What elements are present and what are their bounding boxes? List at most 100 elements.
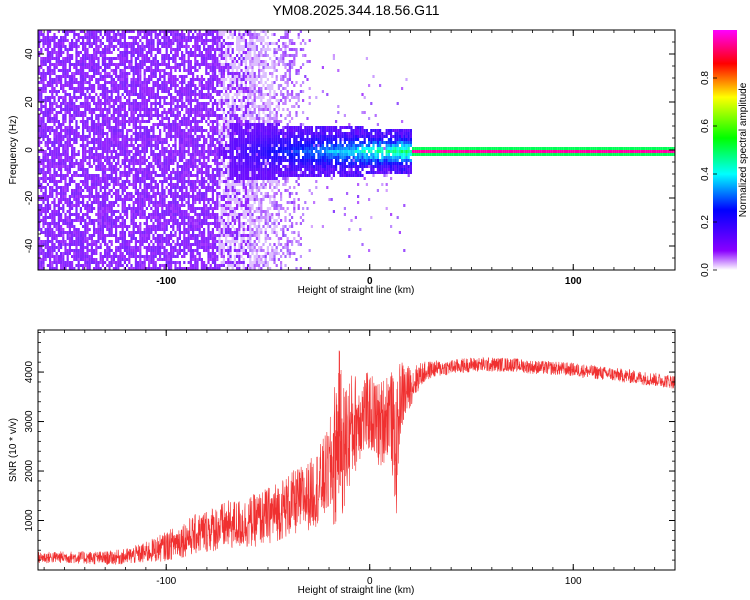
spectrogram-cell <box>137 201 140 204</box>
spectrogram-cell <box>167 57 170 60</box>
spectrogram-cell <box>200 237 203 240</box>
spectrogram-cell <box>200 210 203 213</box>
spectrogram-cell <box>176 255 179 258</box>
spectrogram-cell <box>192 267 195 270</box>
spectrogram-cell <box>86 90 89 93</box>
spectrogram-cell <box>90 120 93 123</box>
spectrogram-cell <box>93 123 96 126</box>
spectrogram-cell <box>189 135 192 138</box>
spectrogram-cell <box>189 225 192 228</box>
spectrogram-cell <box>163 264 166 267</box>
spectrogram-cell <box>57 153 60 156</box>
spectrogram-cell <box>152 225 155 228</box>
spectrogram-cell <box>185 105 188 108</box>
spectrogram-cell <box>46 183 49 186</box>
spectrogram-cell <box>176 111 179 114</box>
spectrogram-cell <box>42 105 45 108</box>
spectrogram-cell <box>185 111 188 114</box>
spectrogram-cell <box>44 39 47 42</box>
spectrogram-cell <box>165 156 168 159</box>
spectrogram-cell <box>46 249 49 252</box>
spectrogram-cell <box>51 156 54 159</box>
spectrogram-cell <box>126 141 129 144</box>
spectrogram-cell <box>110 210 113 213</box>
spectrogram-cell <box>88 111 91 114</box>
spectrogram-cell <box>132 123 135 126</box>
spectrogram-cell <box>38 69 41 72</box>
spectrogram-cell <box>176 162 179 165</box>
spectrogram-cell <box>145 222 148 225</box>
spectrogram-cell <box>139 30 142 33</box>
spectrogram-cell <box>126 111 129 114</box>
spectrogram-cell <box>170 180 173 183</box>
spectrogram-cell <box>145 105 148 108</box>
spectrogram-cell <box>40 177 43 180</box>
spectrogram-cell <box>145 234 148 237</box>
spectrogram-cell <box>170 156 173 159</box>
spectrogram-cell <box>57 162 60 165</box>
spectrogram-cell <box>194 201 197 204</box>
spectrogram-cell <box>170 39 173 42</box>
spectrogram-cell <box>115 99 118 102</box>
spectrogram-cell <box>214 156 217 159</box>
spectrogram-cell <box>187 192 190 195</box>
spectrogram-cell <box>218 192 221 195</box>
spectrogram-cell <box>174 249 177 252</box>
spectrogram-cell <box>126 42 129 45</box>
spectrogram-cell <box>53 210 56 213</box>
spectrogram-cell <box>42 174 45 177</box>
spectrogram-cell <box>101 264 104 267</box>
spectrogram-cell <box>185 141 188 144</box>
spectrogram-cell <box>55 240 58 243</box>
spectrogram-cell <box>115 75 118 78</box>
spectrogram-cell <box>53 267 56 270</box>
spectrogram-cell <box>75 33 78 36</box>
spectrogram-cell <box>172 96 175 99</box>
spectrogram-cell <box>185 186 188 189</box>
spectrogram-cell <box>132 165 135 168</box>
spectrogram-cell <box>62 177 65 180</box>
spectrogram-cell <box>82 132 85 135</box>
spectrogram-cell <box>196 243 199 246</box>
spectrogram-cell <box>55 102 58 105</box>
spectrogram-cell <box>79 75 82 78</box>
spectrogram-cell <box>200 267 203 270</box>
spectrogram-cell <box>90 129 93 132</box>
spectrogram-cell <box>51 162 54 165</box>
spectrogram-cell <box>205 57 208 60</box>
spectrogram-cell <box>141 168 144 171</box>
spectrogram-cell <box>185 135 188 138</box>
spectrogram-cell <box>115 123 118 126</box>
spectrogram-cell <box>66 111 69 114</box>
spectrogram-cell <box>60 246 63 249</box>
spectrogram-cell <box>77 63 80 66</box>
spectrogram-cell <box>88 255 91 258</box>
spectrogram-cell <box>198 213 201 216</box>
spectrogram-cell <box>88 30 91 33</box>
spectrogram-cell <box>90 189 93 192</box>
spectrogram-cell <box>172 36 175 39</box>
spectrogram-cell <box>181 159 184 162</box>
spectrogram-cell <box>194 87 197 90</box>
spectrogram-cell <box>161 180 164 183</box>
spectrogram-cell <box>97 219 100 222</box>
spectrogram-cell <box>167 213 170 216</box>
spectrogram-cell <box>104 240 107 243</box>
spectrogram-cell <box>64 117 67 120</box>
spectrogram-cell <box>211 108 214 111</box>
spectrogram-cell <box>159 216 162 219</box>
spectrogram-cell <box>196 87 199 90</box>
spectrogram-cell <box>159 228 162 231</box>
spectrogram-cell <box>130 144 133 147</box>
spectrogram-cell <box>187 234 190 237</box>
spectrogram-cell <box>64 165 67 168</box>
spectrogram-cell <box>209 99 212 102</box>
spectrogram-cell <box>183 39 186 42</box>
spectrogram-cell <box>192 78 195 81</box>
spectrogram-cell <box>53 120 56 123</box>
spectrogram-cell <box>156 141 159 144</box>
spectrogram-cell <box>42 132 45 135</box>
spectrogram-cell <box>181 222 184 225</box>
spectrogram-cell <box>97 216 100 219</box>
spectrogram-cell <box>82 219 85 222</box>
